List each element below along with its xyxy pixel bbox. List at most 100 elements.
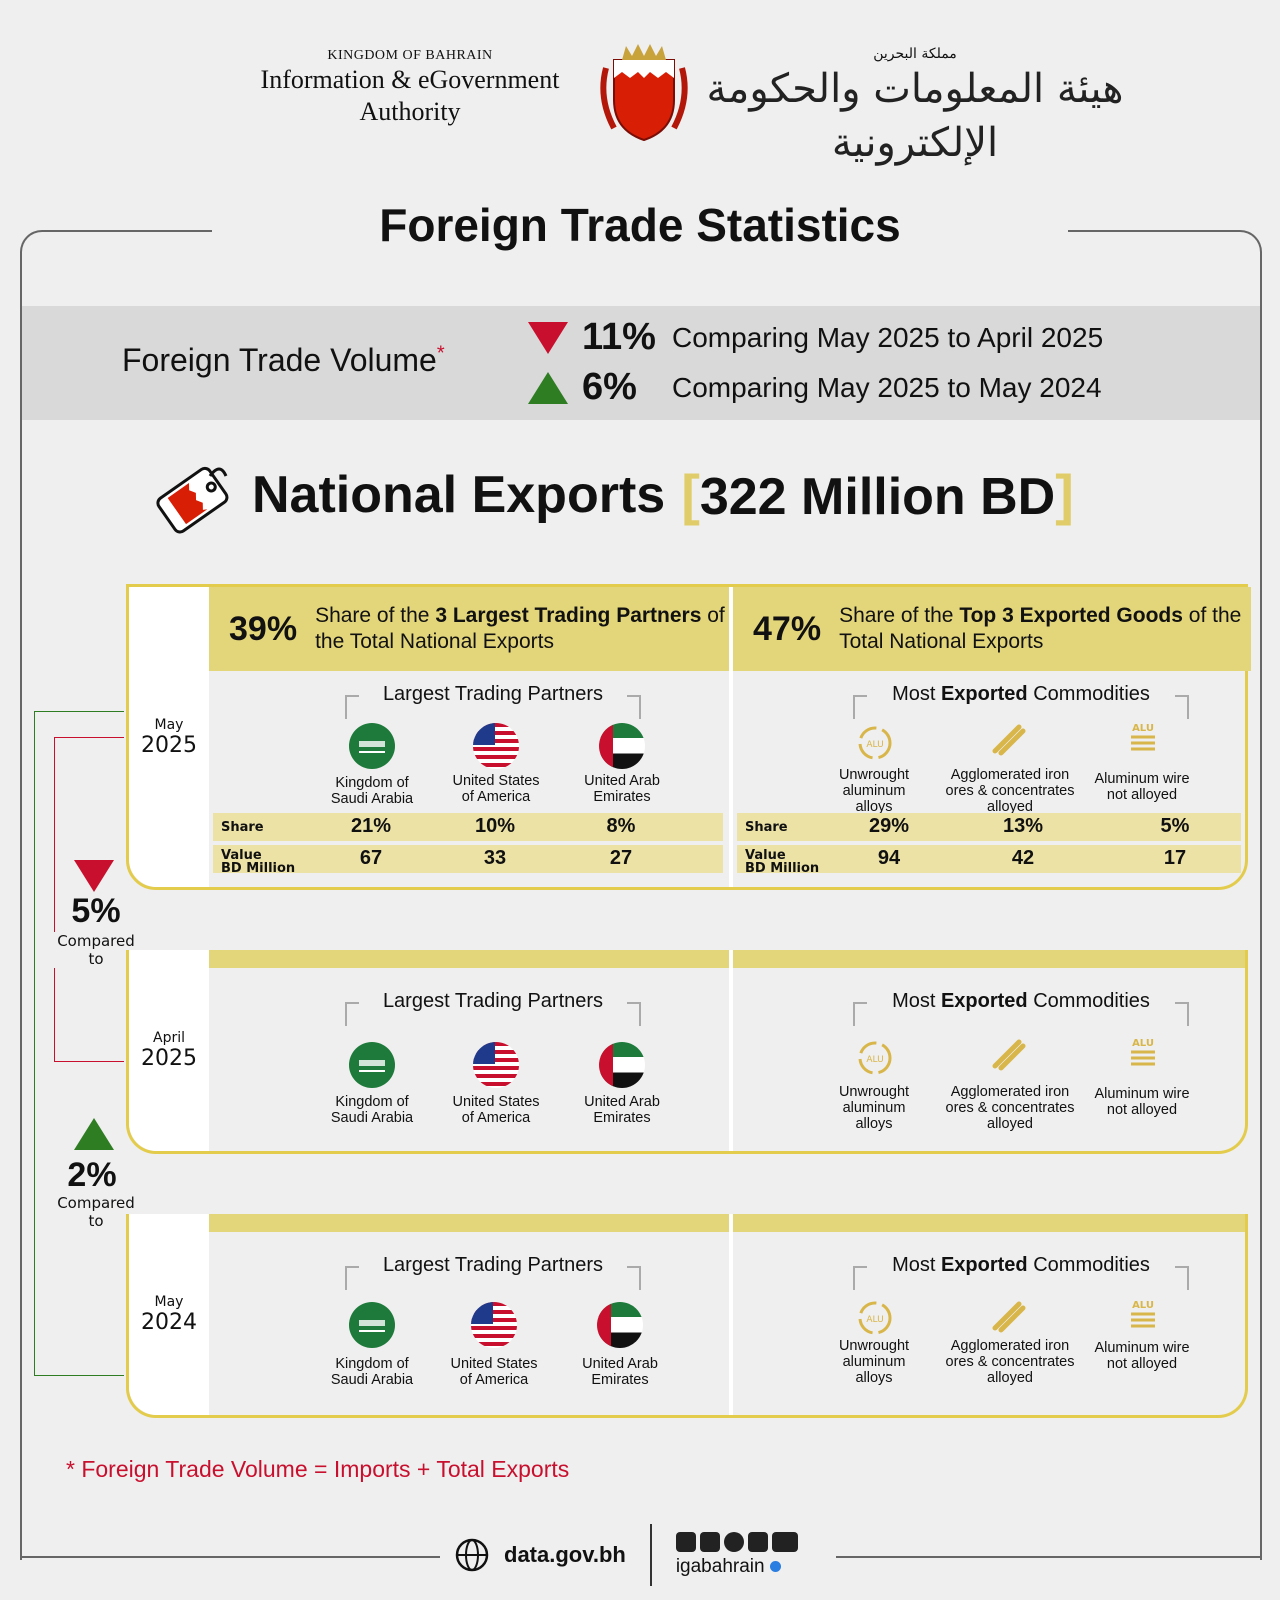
title-mask [212,222,1068,238]
trade-volume-pct: 6% [582,366,637,408]
commodity-name: Unwrought aluminum alloys [838,767,910,815]
increase-arrow-icon [74,1118,114,1150]
connector-may2025-april2025 [54,737,124,1062]
connector-may2025-may2024 [34,711,124,1376]
iron-bars-icon [992,1039,1026,1071]
comparison-pct: 5% [71,892,121,930]
goods-share-header: 47% Share of the Top 3 Exported Goods of… [733,587,1251,671]
period-month: April [153,1030,185,1046]
saudi-flag-icon [349,1042,395,1088]
partners-title: Largest Trading Partners [345,990,641,1026]
aluminum-recycle-icon: ALU [858,1041,892,1075]
partners-share-pct: 39% [229,609,298,648]
youtube-icon[interactable] [771,1532,798,1552]
partners-share-header: 39% Share of the 3 Largest Trading Partn… [209,587,729,671]
comparison-pct: 2% [67,1156,117,1194]
commodity-name: Aluminum wire not alloyed [1094,771,1190,803]
commodities-share-row: Share 29% 13% 5% [737,813,1241,841]
trade-volume-compare-text: Comparing May 2025 to April 2025 [672,321,1104,353]
trade-volume-compare-text: Comparing May 2025 to May 2024 [672,371,1102,403]
svg-text:ALU: ALU [866,740,883,750]
uae-flag-icon [597,1302,643,1348]
svg-text:ALU: ALU [1132,723,1154,734]
partner-name: United States of America [452,1094,540,1126]
partner-name: United States of America [452,773,540,805]
partner-name: United Arab Emirates [582,1356,658,1388]
aluminum-recycle-icon: ALU [858,1301,892,1335]
panel-may-2024: May 2024 Largest Trading Partners Most E… [126,1214,1248,1418]
facebook-icon[interactable] [723,1532,744,1552]
partner-name: United States of America [450,1356,538,1388]
partners-share-row: Share 21% 10% 8% [213,813,723,841]
bahrain-crest-icon [600,44,688,142]
social-icons [675,1532,798,1552]
commodity-name: Agglomerated iron ores & concentrates allo… [945,1084,1075,1132]
social-handle[interactable]: igabahrain [676,1556,798,1578]
org-name-line-1: Information & eGovernment [260,65,560,94]
iron-bars-icon [992,1301,1026,1333]
panel-top-bar [209,1214,1245,1232]
commodity-name: Aluminum wire not alloyed [1094,1086,1190,1118]
commodities-title: Most Exported Commodities [853,683,1189,719]
commodity-name: Aluminum wire not alloyed [1094,1340,1190,1372]
commodities-title: Most Exported Commodities [853,990,1189,1026]
svg-text:ALU: ALU [866,1055,883,1065]
svg-text:ALU: ALU [866,1315,883,1325]
commodity-name: Agglomerated iron ores & concentrates allo… [945,767,1075,815]
header-arabic: مملكة البحرين هيئة المعلومات والحكومة ال… [700,46,1130,170]
globe-icon [455,1538,489,1572]
org-name-line-2: Authority [359,97,461,126]
kingdom-label-ar: مملكة البحرين [873,46,957,62]
linkedin-icon[interactable] [747,1532,768,1552]
saudi-flag-icon [349,1302,395,1348]
usa-flag-icon [471,1302,517,1348]
panel-top-bar [209,950,1245,968]
usa-flag-icon [473,1042,519,1088]
footer: data.gov.bh igabahrain [454,1524,798,1586]
asterisk-marker: * [436,342,445,365]
partner-name: Kingdom of Saudi Arabia [330,775,414,807]
increase-arrow-icon [528,371,568,404]
panel-divider [729,587,733,887]
period-month: May [154,717,184,733]
saudi-flag-icon [349,723,395,769]
commodities-value-row: Value BD Million 94 42 17 [737,845,1241,875]
period-month: May [154,1294,184,1310]
panel-may-2025: May 2025 39% Share of the 3 Largest Trad… [126,584,1251,890]
usa-flag-icon [473,723,519,769]
price-tag-icon [156,466,229,534]
panel-divider [729,1214,733,1415]
bracket-close: ] [1055,463,1074,526]
aluminum-recycle-icon: ALU [858,726,892,760]
commodity-name: Unwrought aluminum alloys [838,1084,910,1132]
instagram-icon[interactable] [675,1532,696,1552]
x-icon[interactable] [699,1532,720,1552]
national-exports-heading: National Exports [322 Million BD] [252,462,1074,527]
commodity-name: Agglomerated iron ores & concentrates allo… [945,1338,1075,1386]
verified-badge-icon [769,1561,781,1572]
commodities-title: Most Exported Commodities [853,1254,1189,1290]
period-label: April 2025 [129,950,209,1151]
page-title: Foreign Trade Statistics [379,199,901,251]
trade-volume-row-monthly: 11% Comparing May 2025 to April 2025 [528,316,1103,359]
national-exports-value: 322 Million BD [699,468,1056,526]
commodity-name: Unwrought aluminum alloys [838,1338,910,1386]
partners-value-row: Value BD Million 67 33 27 [213,845,723,875]
partner-name: United Arab Emirates [584,773,660,805]
aluminum-wire-icon: ALU [1131,1300,1155,1328]
panel-divider [729,950,733,1151]
partner-name: Kingdom of Saudi Arabia [330,1094,414,1126]
org-name-ar: هيئة المعلومات والحكومة الإلكترونية [706,66,1124,166]
goods-share-pct: 47% [753,609,822,648]
website-link[interactable]: data.gov.bh [504,1542,626,1567]
kingdom-label: KINGDOM OF BAHRAIN [327,48,493,63]
frame-bottom-right [836,1556,1262,1558]
trade-volume-row-yearly: 6% Comparing May 2025 to May 2024 [528,366,1102,409]
partner-name: Kingdom of Saudi Arabia [330,1356,414,1388]
uae-flag-icon [599,1042,645,1088]
period-label: May 2025 [129,587,209,887]
partners-title: Largest Trading Partners [345,1254,641,1290]
frame-bottom-left [20,1556,440,1558]
trade-volume-pct: 11% [582,316,656,358]
decrease-arrow-icon [528,321,568,354]
